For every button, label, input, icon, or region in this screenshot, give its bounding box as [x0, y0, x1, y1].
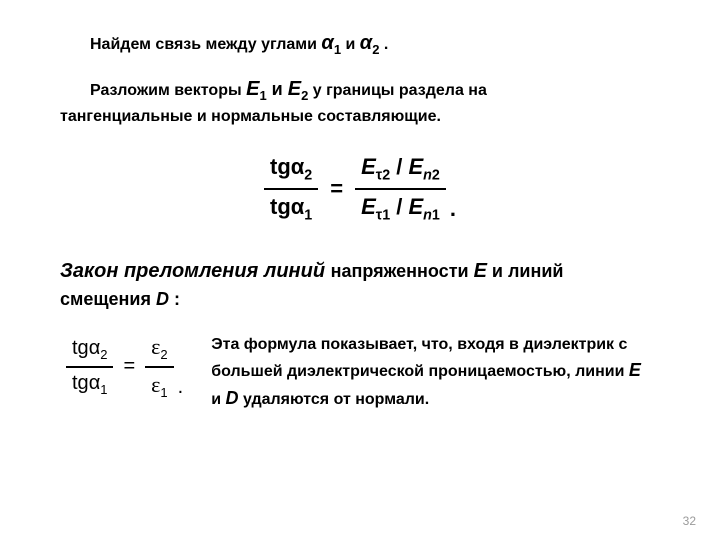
e1: E1 [246, 78, 267, 100]
equals-sign: = [330, 176, 343, 202]
text: у границы раздела на [308, 82, 487, 99]
equation-epsilon-ratio: tgα2 tgα1 = ε2 ε1 . [60, 331, 183, 404]
symbol-d: D [226, 388, 239, 408]
text: . [379, 36, 388, 53]
text: тангенциальные и нормальные составляющие… [60, 108, 441, 125]
text: и [267, 79, 288, 99]
e2: E2 [288, 78, 309, 100]
equation-tangent-ratio: tgα2 tgα1 = Eτ2 / En2 Eτ1 / En1 . [60, 151, 660, 228]
period: . [450, 196, 456, 228]
equation-and-explanation-row: tgα2 tgα1 = ε2 ε1 . Эта формула показыва… [60, 331, 660, 414]
text: и линий [487, 261, 564, 281]
text: и [211, 391, 225, 408]
text: и [341, 36, 360, 53]
paragraph-decompose: Разложим векторы E1 и E2 у границы разде… [60, 74, 660, 130]
text: удаляются от нормали. [239, 391, 430, 408]
slide: Найдем связь между углами α1 и α2 . Разл… [0, 0, 720, 540]
alpha-2: α2 [360, 32, 380, 54]
eq2-left-fraction: tgα2 tgα1 [66, 334, 113, 401]
eq1-left-fraction: tgα2 tgα1 [264, 151, 318, 228]
text: Разложим векторы [90, 82, 246, 99]
text: напряженности [331, 261, 474, 281]
refraction-law-title: Закон преломления линий напряженности E … [60, 256, 660, 313]
alpha-1: α1 [321, 32, 341, 54]
paragraph-find-relation: Найдем связь между углами α1 и α2 . [90, 28, 660, 60]
text: Эта формула показывает, что, входя в диэ… [211, 336, 629, 381]
symbol-d: D [156, 289, 169, 309]
symbol-e: E [629, 360, 641, 380]
equals-sign: = [123, 355, 135, 378]
eq2-right-fraction: ε2 ε1 [145, 331, 173, 404]
eq1-right-fraction: Eτ2 / En2 Eτ1 / En1 [355, 151, 446, 228]
text: Найдем связь между углами [90, 36, 321, 53]
text: Закон преломления линий [60, 260, 331, 282]
page-number: 32 [683, 514, 696, 528]
symbol-e: E [474, 260, 487, 282]
period: . [178, 376, 184, 403]
text: смещения [60, 289, 156, 309]
explanation-text: Эта формула показывает, что, входя в диэ… [211, 331, 660, 414]
text: : [169, 289, 180, 309]
